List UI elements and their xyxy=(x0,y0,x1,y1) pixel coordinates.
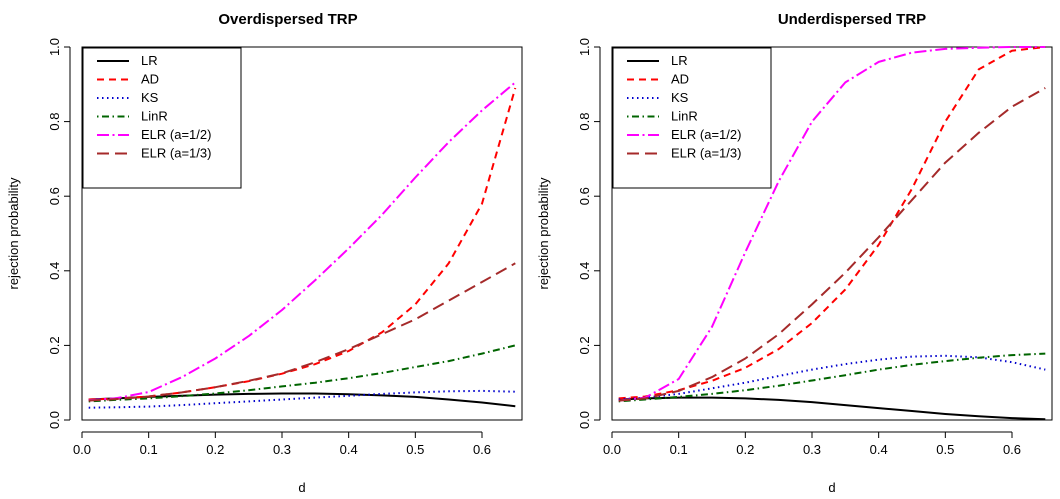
chart-overdispersed: Overdispersed TRP 0.0 0.1 0.2 0.3 0.4 0.5 0.6 0.… xyxy=(6,11,523,495)
x-tick-label: 0.6 xyxy=(473,442,491,457)
x-axis-label: d xyxy=(828,480,835,495)
y-axis-label: rejection probability xyxy=(536,177,551,290)
legend-label: KS xyxy=(141,90,159,105)
y-tick-label: 0.8 xyxy=(47,113,62,131)
legend-label: LR xyxy=(671,53,688,68)
x-axis-label: d xyxy=(298,480,305,495)
x-tick-label: 0.6 xyxy=(1003,442,1021,457)
series-line-5 xyxy=(618,87,1046,402)
legend-box xyxy=(82,47,242,189)
legend-label: ELR (a=1/3) xyxy=(671,146,741,161)
chart-title: Underdispersed TRP xyxy=(778,11,926,28)
y-tick-label: 0.8 xyxy=(577,113,592,131)
legend-label: AD xyxy=(141,72,159,87)
y-tick-label: 0.4 xyxy=(577,262,592,280)
x-tick-label: 0.1 xyxy=(140,442,158,457)
legend-label: KS xyxy=(671,90,689,105)
series-line-2 xyxy=(618,354,1046,401)
series-line-3 xyxy=(88,344,516,403)
x-tick-label: 0.5 xyxy=(936,442,954,457)
x-tick-label: 0.2 xyxy=(736,442,754,457)
x-tick-label: 0.0 xyxy=(73,442,91,457)
legend-label: ELR (a=1/2) xyxy=(671,127,741,142)
x-tick-label: 0.4 xyxy=(870,442,888,457)
y-tick-label: 0.4 xyxy=(47,262,62,280)
series-line-1 xyxy=(618,46,1046,400)
y-axis-label: rejection probability xyxy=(6,177,21,290)
legend-label: LR xyxy=(141,53,158,68)
y-tick-label: 1.0 xyxy=(577,38,592,56)
x-tick-label: 0.2 xyxy=(206,442,224,457)
y-tick-label: 0.2 xyxy=(577,336,592,354)
x-tick-label: 0.5 xyxy=(406,442,424,457)
legend-label: AD xyxy=(671,72,689,87)
x-tick-label: 0.1 xyxy=(670,442,688,457)
legend-box xyxy=(612,47,772,189)
series-line-5 xyxy=(88,262,516,402)
series-line-3 xyxy=(618,352,1046,403)
legend-label: ELR (a=1/2) xyxy=(141,127,211,142)
series-line-0 xyxy=(618,396,1046,421)
legend-label: LinR xyxy=(671,109,698,124)
legend-label: LinR xyxy=(141,109,168,124)
x-tick-label: 0.3 xyxy=(273,442,291,457)
legend-label: ELR (a=1/3) xyxy=(141,146,211,161)
series-line-2 xyxy=(88,389,516,409)
y-tick-label: 0.0 xyxy=(47,411,62,429)
y-tick-label: 1.0 xyxy=(47,38,62,56)
plot-frame xyxy=(81,46,523,421)
chart-underdispersed: Underdispersed TRP 0.0 0.1 0.2 0.3 0.4 0.5 0.6 0… xyxy=(536,11,1053,495)
y-tick-label: 0.0 xyxy=(577,411,592,429)
chart-title: Overdispersed TRP xyxy=(218,11,357,28)
y-tick-label: 0.6 xyxy=(577,187,592,205)
y-tick-label: 0.2 xyxy=(47,336,62,354)
plot-frame xyxy=(611,46,1053,421)
x-tick-label: 0.3 xyxy=(803,442,821,457)
series-line-4 xyxy=(88,81,516,402)
x-tick-label: 0.0 xyxy=(603,442,621,457)
series-line-4 xyxy=(618,46,1046,402)
y-tick-label: 0.6 xyxy=(47,187,62,205)
x-tick-label: 0.4 xyxy=(340,442,358,457)
